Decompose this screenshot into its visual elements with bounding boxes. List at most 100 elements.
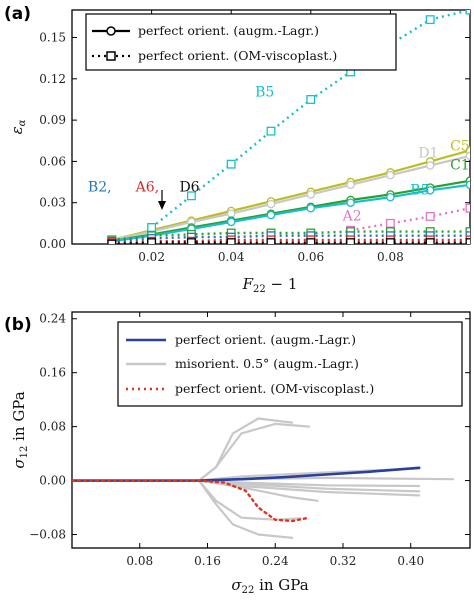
x-tick-label: 0.02 xyxy=(138,250,165,264)
y-axis-label-b: σ12 in GPa xyxy=(10,391,30,468)
y-tick-label: 0.00 xyxy=(39,474,66,488)
legend-b-label-1: perfect orient. (augm.-Lagr.) xyxy=(175,332,356,347)
data-point xyxy=(186,191,196,201)
series-annotation-6: B2, xyxy=(88,180,112,196)
y-tick-label: 0.16 xyxy=(39,366,66,380)
chart-panel-a: (a) 0.02 0.04 0.06 0.08 0.00 0.03 0.06 0.09 0.12… xyxy=(4,4,471,295)
legend-b-entry-2: misorient. 0.5° (augm.-Lagr.) xyxy=(126,356,359,371)
data-point xyxy=(266,238,276,244)
y-tick-label: 0.00 xyxy=(39,237,66,251)
legend-b-entry-3: perfect orient. (OM-viscoplast.) xyxy=(126,381,374,396)
x-axis-label-a: F22 − 1 xyxy=(242,275,298,295)
y-tick-label: 0.09 xyxy=(39,113,66,127)
data-point xyxy=(385,218,395,228)
data-point xyxy=(425,212,435,221)
annotations-a: B5 D1 C5 C1 B5 A2 B2, A6, D6 xyxy=(88,85,470,225)
x-tick-label: 0.06 xyxy=(297,250,324,264)
data-point xyxy=(346,198,355,207)
data-point xyxy=(266,210,276,220)
data-point xyxy=(306,95,316,104)
x-tick-label: 0.08 xyxy=(377,250,404,264)
legend-a-entry-1: perfect orient. (augm.-Lagr.) xyxy=(92,23,319,38)
x-axis-label-b: σ22 in GPa xyxy=(231,576,308,596)
data-point xyxy=(465,238,470,244)
series-line-misorient-7 xyxy=(197,479,319,502)
panel-b-label: (b) xyxy=(4,315,32,335)
x-tick-label: 0.40 xyxy=(397,554,424,568)
data-point xyxy=(266,199,276,209)
series-group-b xyxy=(72,417,455,540)
series-line-b5-augm-lagr xyxy=(111,183,470,243)
series-annotation-1: D1 xyxy=(418,145,438,161)
legend-b: perfect orient. (augm.-Lagr.) misorient.… xyxy=(117,321,463,407)
series-line-a2-om-viscoplast xyxy=(350,207,470,232)
series-line-a6-om-viscoplast xyxy=(111,238,470,244)
x-tick-label: 0.08 xyxy=(126,554,153,568)
data-point xyxy=(226,159,236,169)
data-point xyxy=(465,10,470,15)
data-point xyxy=(147,238,157,244)
data-point xyxy=(226,209,236,218)
data-point xyxy=(465,203,470,213)
series-line-d1-augm-lagr xyxy=(111,154,470,241)
legend-b-label-2: misorient. 0.5° (augm.-Lagr.) xyxy=(175,356,359,371)
x-tick-label: 0.24 xyxy=(262,554,289,568)
legend-b-label-3: perfect orient. (OM-viscoplast.) xyxy=(175,381,374,396)
series-annotation-5: A2 xyxy=(342,209,362,225)
legend-b-entry-1: perfect orient. (augm.-Lagr.) xyxy=(126,332,356,347)
series-annotation-0: B5 xyxy=(255,85,274,101)
data-point xyxy=(465,151,470,161)
series-annotation-8: D6 xyxy=(179,180,199,196)
series-annotation-4: B5 xyxy=(410,182,429,198)
y-axis-label-a: εα xyxy=(8,119,28,134)
data-point xyxy=(306,190,316,199)
x-tick-label: 0.04 xyxy=(218,250,245,264)
chart-panel-b: (b) 0.08 0.16 0.24 0.32 0.40 −0.08 0.00 0.08 0.1… xyxy=(4,311,471,596)
y-tick-label: 0.08 xyxy=(39,420,66,434)
series-line-misorient-8 xyxy=(197,479,302,521)
data-point xyxy=(425,238,435,244)
data-point xyxy=(266,126,276,136)
plot-area-b xyxy=(71,311,471,549)
data-point xyxy=(147,223,157,232)
data-point xyxy=(306,238,316,244)
legend-a-label-1: perfect orient. (augm.-Lagr.) xyxy=(138,23,319,38)
annotation-arrow-a xyxy=(158,190,166,210)
series-annotation-7: A6, xyxy=(135,180,159,196)
data-point xyxy=(465,180,470,190)
data-point xyxy=(385,238,395,244)
series-line-misorient-1 xyxy=(197,422,311,482)
y-tick-label: −0.08 xyxy=(29,528,66,542)
data-point xyxy=(346,238,356,244)
series-line-misorient-9 xyxy=(197,479,294,540)
x-tick-label: 0.16 xyxy=(194,554,221,568)
data-point xyxy=(425,15,435,25)
data-point xyxy=(425,186,435,195)
series-annotation-2: C5 xyxy=(450,138,470,154)
data-point xyxy=(346,180,355,190)
y-tick-label: 0.24 xyxy=(39,312,66,326)
series-line-c1-augm-lagr xyxy=(111,179,470,243)
data-point xyxy=(107,239,117,244)
series-clip-b xyxy=(72,417,455,540)
y-tick-label: 0.15 xyxy=(39,31,66,45)
y-tick-label: 0.06 xyxy=(39,154,66,168)
legend-a-entry-2: perfect orient. (OM-viscoplast.) xyxy=(92,48,337,63)
data-point xyxy=(226,217,236,227)
data-point xyxy=(425,161,435,170)
axes-b: 0.08 0.16 0.24 0.32 0.40 −0.08 0.00 0.08 0.16 0.2… xyxy=(29,312,470,568)
series-line-c5-augm-lagr xyxy=(111,149,470,241)
y-tick-label: 0.03 xyxy=(39,196,66,210)
data-point xyxy=(186,238,196,244)
x-tick-label: 0.32 xyxy=(330,554,357,568)
axes-a: 0.02 0.04 0.06 0.08 0.00 0.03 0.06 0.09 0.12 0.15 xyxy=(39,10,470,264)
legend-a-label-2: perfect orient. (OM-viscoplast.) xyxy=(138,48,337,63)
series-line-perfect-om-viscoplast xyxy=(72,479,311,523)
data-point xyxy=(386,170,395,180)
data-point xyxy=(386,192,395,202)
data-point xyxy=(226,238,236,244)
panel-a-label: (a) xyxy=(4,4,31,24)
data-point xyxy=(306,203,316,213)
series-line-b2-om-viscoplast xyxy=(111,234,470,243)
